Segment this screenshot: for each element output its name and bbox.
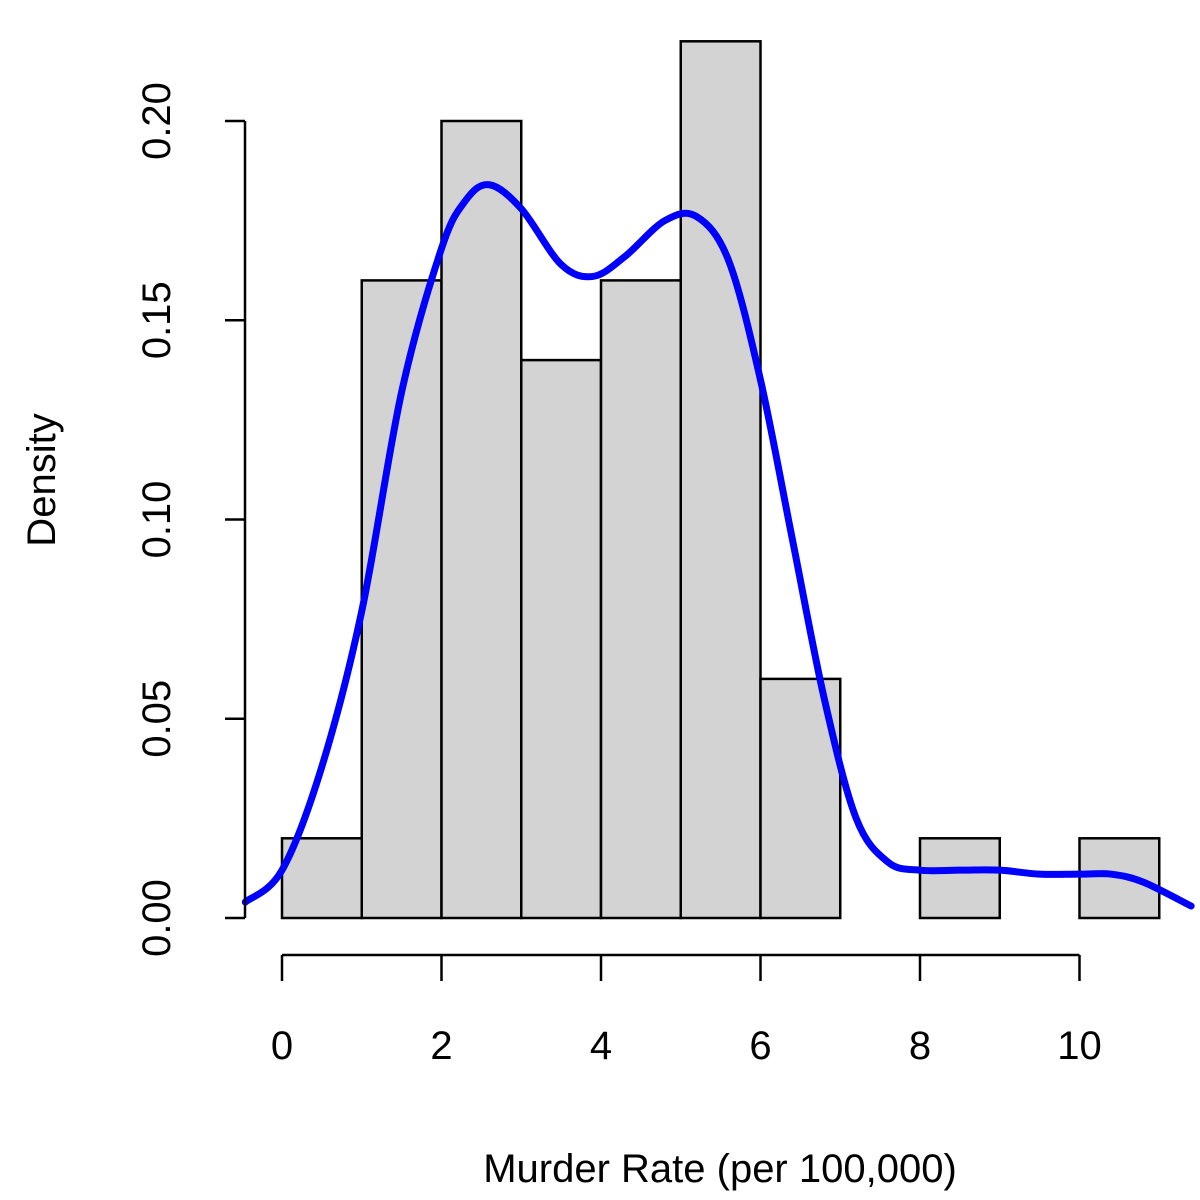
histogram-bar bbox=[440, 119, 523, 920]
x-tick-label: 10 bbox=[1057, 1024, 1102, 1068]
x-axis: 0 2 4 6 8 10 bbox=[271, 953, 1102, 1068]
x-tick-label: 2 bbox=[430, 1024, 452, 1068]
x-tick-label: 0 bbox=[271, 1024, 293, 1068]
histogram-bar bbox=[679, 40, 762, 920]
x-tick-label: 6 bbox=[749, 1024, 771, 1068]
y-axis-title: Density bbox=[20, 413, 64, 546]
y-tick-label: 0.15 bbox=[135, 281, 179, 359]
histogram-bar bbox=[520, 358, 603, 920]
y-tick-label: 0.00 bbox=[135, 879, 179, 957]
y-axis: 0.00 0.05 0.10 0.15 0.20 bbox=[135, 82, 247, 957]
histogram-bar bbox=[599, 279, 682, 920]
histogram-bar bbox=[280, 837, 363, 920]
histogram-bar bbox=[360, 279, 443, 920]
y-tick-label: 0.05 bbox=[135, 680, 179, 758]
y-tick-label: 0.20 bbox=[135, 82, 179, 160]
y-tick-label: 0.10 bbox=[135, 481, 179, 559]
density-curve bbox=[241, 181, 1195, 910]
x-axis-title: Murder Rate (per 100,000) bbox=[483, 1147, 957, 1191]
histogram-bars bbox=[280, 40, 1161, 920]
histogram-bar bbox=[918, 837, 1001, 920]
density-curve-layer bbox=[241, 181, 1195, 910]
x-tick-label: 4 bbox=[590, 1024, 612, 1068]
x-tick-label: 8 bbox=[909, 1024, 931, 1068]
